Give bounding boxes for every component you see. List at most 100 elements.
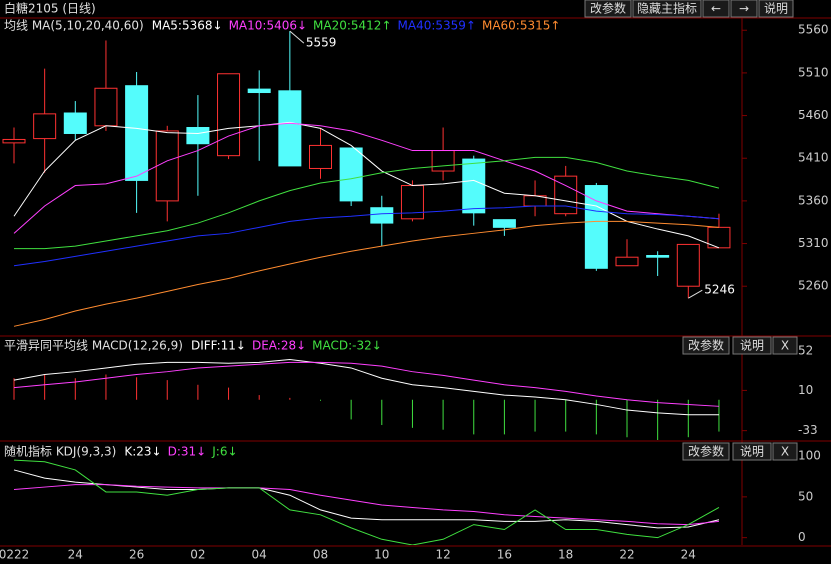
button[interactable]: 说明 bbox=[732, 442, 772, 461]
indicator-line bbox=[13, 469, 720, 529]
plot-area bbox=[13, 359, 720, 440]
legend-title: 随机指标 KDJ(9,3,3) bbox=[4, 444, 116, 459]
candle-body bbox=[400, 185, 424, 220]
indicator-line bbox=[13, 459, 720, 545]
button[interactable]: 说明 bbox=[758, 0, 794, 18]
legend-entry: MACD:-32↓ bbox=[312, 339, 382, 353]
candle-body bbox=[2, 138, 26, 144]
candle-body bbox=[676, 243, 700, 287]
ma-line bbox=[13, 122, 719, 234]
candle-body bbox=[339, 147, 363, 202]
plot-area bbox=[13, 459, 720, 545]
candle-body bbox=[278, 90, 302, 167]
button-label[interactable]: X bbox=[781, 445, 789, 459]
indicator-line bbox=[13, 484, 720, 526]
button[interactable]: 说明 bbox=[732, 336, 772, 355]
candle-body bbox=[247, 88, 271, 94]
button-frame bbox=[772, 336, 798, 355]
button-frame bbox=[682, 336, 730, 355]
button-label[interactable]: 改参数 bbox=[688, 338, 724, 353]
y-tick-label: -33 bbox=[798, 423, 818, 437]
button[interactable]: X bbox=[772, 336, 798, 355]
x-tick-label: 02 bbox=[190, 548, 205, 562]
ma-line bbox=[13, 220, 719, 327]
button-label[interactable]: X bbox=[781, 339, 789, 353]
button-frame bbox=[730, 0, 758, 18]
y-tick-label: 100 bbox=[798, 449, 821, 463]
legend-entry: MA20:5412↑ bbox=[313, 19, 391, 33]
x-tick-label: 0222 bbox=[0, 548, 29, 562]
legend-entry: MA10:5406↓ bbox=[229, 19, 307, 33]
candle-body bbox=[646, 255, 670, 258]
button[interactable]: X bbox=[772, 442, 798, 461]
legend-entry: J:6↓ bbox=[211, 445, 237, 459]
legend-entry: MA40:5359↑ bbox=[398, 19, 476, 33]
x-tick-label: 10 bbox=[374, 548, 389, 562]
candle-body bbox=[584, 185, 608, 269]
y-tick-label: 5410 bbox=[798, 151, 829, 165]
button[interactable]: 改参数 bbox=[584, 0, 632, 18]
x-tick-label: 24 bbox=[681, 548, 696, 562]
legend-title: 平滑异同平均线 MACD(12,26,9) bbox=[4, 339, 183, 353]
button-frame bbox=[732, 336, 772, 355]
button-frame bbox=[772, 442, 798, 461]
y-tick-label: 5460 bbox=[798, 108, 829, 122]
y-tick-label: 0 bbox=[798, 530, 806, 544]
button-frame bbox=[632, 0, 702, 18]
candle-body bbox=[217, 73, 241, 157]
button[interactable]: 改参数 bbox=[682, 442, 730, 461]
button-label[interactable]: 改参数 bbox=[590, 1, 626, 16]
annotation-label: 5246 bbox=[704, 283, 735, 297]
button-label[interactable]: ← bbox=[711, 2, 721, 16]
indicator-line bbox=[13, 359, 719, 416]
legend-entry: MA5:5368↓ bbox=[152, 19, 223, 33]
legend-entry: K:23↓ bbox=[124, 445, 161, 459]
legend-entry: DIFF:11↓ bbox=[191, 339, 246, 353]
legend-title: 均线 MA(5,10,20,40,60) bbox=[4, 19, 144, 33]
candle-body bbox=[155, 130, 179, 202]
y-tick-label: 5310 bbox=[798, 236, 829, 250]
candle-body bbox=[462, 158, 486, 214]
button-label[interactable]: 说明 bbox=[740, 444, 764, 459]
ma-line bbox=[13, 121, 720, 249]
x-tick-label: 04 bbox=[252, 548, 267, 562]
button-label[interactable]: 改参数 bbox=[688, 444, 724, 459]
button[interactable]: → bbox=[730, 0, 758, 18]
button-frame bbox=[702, 0, 730, 18]
candle-body bbox=[492, 219, 516, 228]
candle-body bbox=[615, 256, 639, 267]
legend-entry: DEA:28↓ bbox=[252, 339, 306, 353]
window-title: 白糖2105 (日线) bbox=[4, 1, 96, 16]
candle-body bbox=[370, 207, 394, 224]
x-tick-label: 16 bbox=[497, 548, 512, 562]
button-label[interactable]: 说明 bbox=[740, 338, 764, 353]
y-tick-label: 5560 bbox=[798, 23, 829, 37]
button-frame bbox=[758, 0, 794, 18]
candle-body bbox=[309, 144, 332, 169]
button[interactable]: 隐藏主指标 bbox=[632, 0, 702, 18]
candle-body bbox=[33, 113, 57, 140]
annotation-leader bbox=[688, 289, 703, 299]
button[interactable]: ← bbox=[702, 0, 730, 18]
annotation-leader bbox=[289, 30, 305, 44]
y-tick-label: 5360 bbox=[798, 193, 829, 207]
plot-area bbox=[2, 31, 731, 327]
annotation-label: 5559 bbox=[306, 36, 337, 50]
candle-body bbox=[63, 112, 87, 134]
y-tick-label: 52 bbox=[798, 344, 813, 358]
candle-body bbox=[94, 87, 118, 127]
button[interactable]: 改参数 bbox=[682, 336, 730, 355]
x-tick-label: 08 bbox=[313, 548, 328, 562]
button-frame bbox=[584, 0, 632, 18]
x-tick-label: 24 bbox=[68, 548, 83, 562]
y-tick-label: 10 bbox=[798, 383, 813, 397]
button-label[interactable]: 说明 bbox=[764, 1, 788, 16]
candle-body bbox=[431, 150, 455, 172]
button-label[interactable]: 隐藏主指标 bbox=[637, 1, 697, 16]
y-tick-label: 50 bbox=[798, 489, 813, 503]
button-label[interactable]: → bbox=[739, 2, 749, 16]
y-tick-label: 5260 bbox=[798, 279, 829, 293]
x-tick-label: 12 bbox=[435, 548, 450, 562]
